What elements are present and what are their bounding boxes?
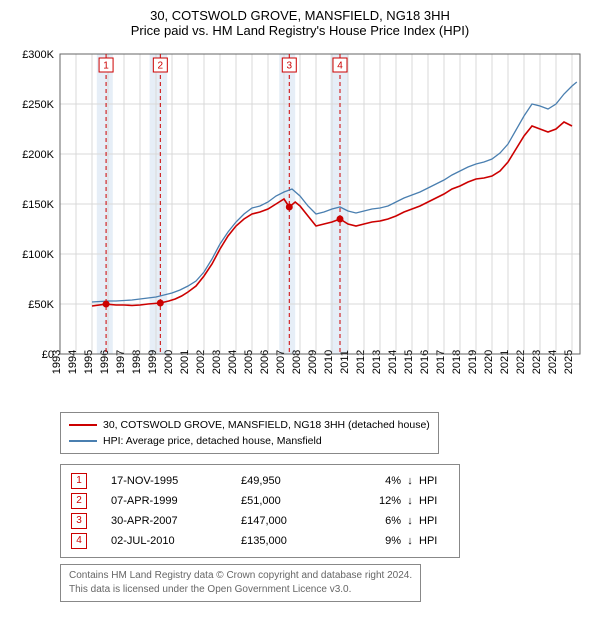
svg-text:2021: 2021 xyxy=(499,350,511,374)
svg-text:£50K: £50K xyxy=(28,299,54,311)
svg-text:2008: 2008 xyxy=(291,350,303,374)
down-arrow-icon: ↓ xyxy=(401,511,419,531)
svg-text:2009: 2009 xyxy=(307,350,319,374)
svg-text:2007: 2007 xyxy=(275,350,287,374)
tx-pct: 12% xyxy=(341,491,401,511)
svg-text:2000: 2000 xyxy=(163,350,175,374)
svg-text:2003: 2003 xyxy=(211,350,223,374)
chart-plot: £0£50K£100K£150K£200K£250K£300K199319941… xyxy=(10,44,590,404)
svg-text:2004: 2004 xyxy=(227,350,239,374)
svg-text:2023: 2023 xyxy=(531,350,543,374)
marker-badge: 1 xyxy=(71,473,87,489)
svg-text:£100K: £100K xyxy=(22,249,54,261)
tx-date: 07-APR-1999 xyxy=(111,491,241,511)
svg-text:2018: 2018 xyxy=(451,350,463,374)
svg-text:£200K: £200K xyxy=(22,149,54,161)
svg-text:1: 1 xyxy=(103,61,109,72)
legend-swatch xyxy=(69,424,97,426)
svg-text:2012: 2012 xyxy=(355,350,367,374)
legend: 30, COTSWOLD GROVE, MANSFIELD, NG18 3HH … xyxy=(60,412,439,454)
tx-suffix: HPI xyxy=(419,491,449,511)
svg-text:2002: 2002 xyxy=(195,350,207,374)
down-arrow-icon: ↓ xyxy=(401,491,419,511)
svg-text:£250K: £250K xyxy=(22,99,54,111)
title-address: 30, COTSWOLD GROVE, MANSFIELD, NG18 3HH xyxy=(10,8,590,23)
tx-date: 02-JUL-2010 xyxy=(111,531,241,551)
svg-text:£300K: £300K xyxy=(22,49,54,61)
svg-text:2006: 2006 xyxy=(259,350,271,374)
svg-text:2: 2 xyxy=(158,61,164,72)
chart-svg: £0£50K£100K£150K£200K£250K£300K199319941… xyxy=(10,44,590,404)
transactions-table: 1 17-NOV-1995 £49,950 4% ↓ HPI 2 07-APR-… xyxy=(60,464,460,558)
table-row: 4 02-JUL-2010 £135,000 9% ↓ HPI xyxy=(71,531,449,551)
marker-badge: 4 xyxy=(71,533,87,549)
svg-text:2010: 2010 xyxy=(323,350,335,374)
footer-line: This data is licensed under the Open Gov… xyxy=(69,583,412,597)
svg-text:3: 3 xyxy=(286,61,292,72)
legend-label: 30, COTSWOLD GROVE, MANSFIELD, NG18 3HH … xyxy=(103,417,430,433)
tx-price: £49,950 xyxy=(241,471,341,491)
svg-text:2024: 2024 xyxy=(547,350,559,374)
svg-text:1995: 1995 xyxy=(83,350,95,374)
svg-text:2020: 2020 xyxy=(483,350,495,374)
svg-text:2022: 2022 xyxy=(515,350,527,374)
svg-text:2015: 2015 xyxy=(403,350,415,374)
svg-text:2013: 2013 xyxy=(371,350,383,374)
tx-suffix: HPI xyxy=(419,471,449,491)
svg-text:1998: 1998 xyxy=(131,350,143,374)
tx-pct: 6% xyxy=(341,511,401,531)
footer-line: Contains HM Land Registry data © Crown c… xyxy=(69,569,412,583)
chart-container: 30, COTSWOLD GROVE, MANSFIELD, NG18 3HH … xyxy=(0,0,600,612)
svg-text:2019: 2019 xyxy=(467,350,479,374)
svg-text:2025: 2025 xyxy=(563,350,575,374)
svg-text:2016: 2016 xyxy=(419,350,431,374)
table-row: 1 17-NOV-1995 £49,950 4% ↓ HPI xyxy=(71,471,449,491)
legend-item: HPI: Average price, detached house, Mans… xyxy=(69,433,430,449)
legend-label: HPI: Average price, detached house, Mans… xyxy=(103,433,322,449)
footer-attribution: Contains HM Land Registry data © Crown c… xyxy=(60,564,421,602)
svg-text:1996: 1996 xyxy=(99,350,111,374)
svg-text:£150K: £150K xyxy=(22,199,54,211)
svg-text:2014: 2014 xyxy=(387,350,399,374)
tx-date: 17-NOV-1995 xyxy=(111,471,241,491)
svg-text:2017: 2017 xyxy=(435,350,447,374)
tx-price: £51,000 xyxy=(241,491,341,511)
svg-text:1999: 1999 xyxy=(147,350,159,374)
down-arrow-icon: ↓ xyxy=(401,471,419,491)
svg-text:4: 4 xyxy=(337,61,343,72)
tx-pct: 4% xyxy=(341,471,401,491)
tx-suffix: HPI xyxy=(419,511,449,531)
table-row: 3 30-APR-2007 £147,000 6% ↓ HPI xyxy=(71,511,449,531)
tx-price: £135,000 xyxy=(241,531,341,551)
tx-suffix: HPI xyxy=(419,531,449,551)
title-subtitle: Price paid vs. HM Land Registry's House … xyxy=(10,23,590,38)
table-row: 2 07-APR-1999 £51,000 12% ↓ HPI xyxy=(71,491,449,511)
svg-text:2001: 2001 xyxy=(179,350,191,374)
svg-text:1993: 1993 xyxy=(51,350,63,374)
svg-text:1997: 1997 xyxy=(115,350,127,374)
marker-badge: 2 xyxy=(71,493,87,509)
tx-price: £147,000 xyxy=(241,511,341,531)
svg-text:2005: 2005 xyxy=(243,350,255,374)
marker-badge: 3 xyxy=(71,513,87,529)
tx-date: 30-APR-2007 xyxy=(111,511,241,531)
legend-item: 30, COTSWOLD GROVE, MANSFIELD, NG18 3HH … xyxy=(69,417,430,433)
down-arrow-icon: ↓ xyxy=(401,531,419,551)
legend-swatch xyxy=(69,440,97,442)
svg-text:1994: 1994 xyxy=(67,350,79,374)
tx-pct: 9% xyxy=(341,531,401,551)
